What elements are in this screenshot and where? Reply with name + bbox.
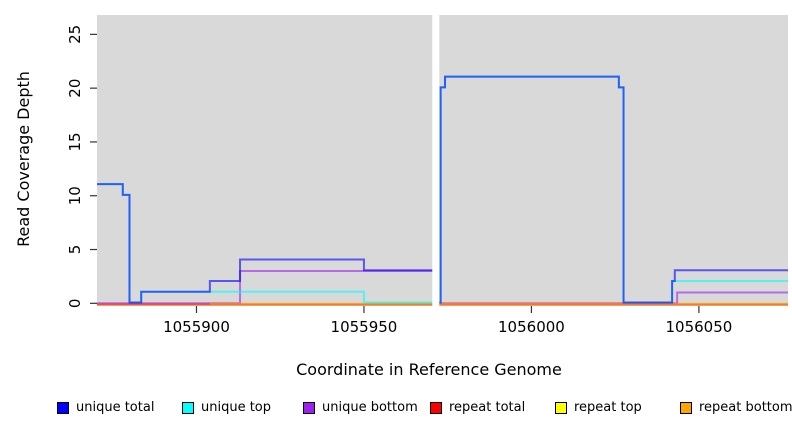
x-tick-label: 1055950 [331,318,398,336]
y-tick-label: 20 [66,79,84,98]
legend-item-repeat-bottom: repeat bottom [680,400,792,415]
legend-swatch [430,402,442,414]
y-tick-label: 0 [66,299,84,309]
y-tick-label: 25 [66,25,84,44]
no-data-gap [432,15,440,306]
legend-item-unique-top: unique top [182,400,272,415]
legend-swatch [57,402,69,414]
legend-swatch [555,402,567,414]
legend-label: unique top [201,400,272,415]
legend-swatch [303,402,315,414]
plot-panel [97,15,788,306]
x-tick-label: 1056050 [665,318,732,336]
legend-label: unique bottom [322,400,418,415]
legend-label: unique total [76,400,155,415]
x-axis-title: Coordinate in Reference Genome [296,360,562,379]
legend-swatch [182,402,194,414]
legend-item-repeat-total: repeat total [430,400,526,415]
y-tick-label: 10 [66,186,84,205]
y-tick-label: 15 [66,132,84,151]
y-tick-label: 5 [66,245,84,255]
legend-label: repeat total [449,400,526,415]
x-tick-label: 1056000 [498,318,565,336]
coverage-chart-svg: 1055900 1055950 1056000 1056050 0 5 10 15 20 25 R… [14,15,788,379]
legend-label: repeat top [574,400,642,415]
y-axis-title: Read Coverage Depth [14,71,33,247]
legend-item-repeat-top: repeat top [555,400,642,415]
legend-item-unique-bottom: unique bottom [303,400,418,415]
legend-item-unique-total: unique total [57,400,155,415]
x-tick-label: 1055900 [163,318,230,336]
legend-label: repeat bottom [699,400,792,415]
legend-swatch [680,402,692,414]
